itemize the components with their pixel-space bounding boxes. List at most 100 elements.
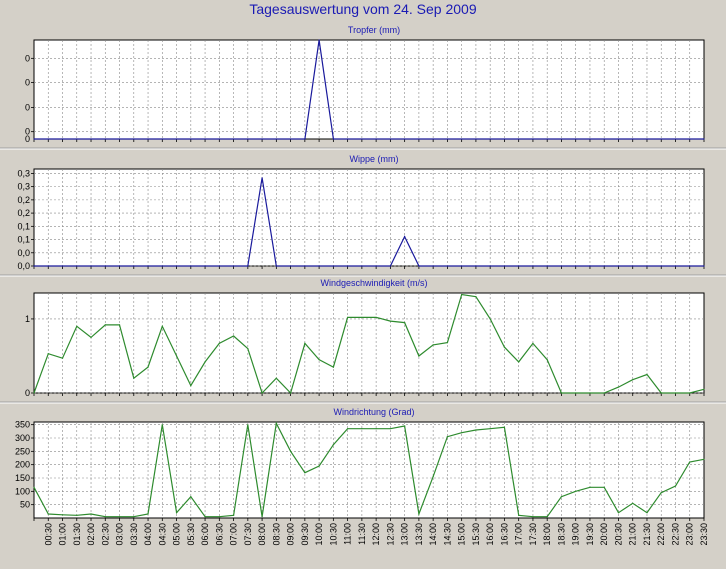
data-point bbox=[703, 265, 705, 267]
data-point bbox=[247, 424, 249, 426]
data-point bbox=[404, 425, 406, 427]
data-point bbox=[404, 236, 406, 238]
x-tick-label: 12:00 bbox=[371, 523, 381, 546]
chart-title: Windrichtung (Grad) bbox=[333, 407, 414, 417]
page-title: Tagesauswertung vom 24. Sep 2009 bbox=[249, 1, 476, 17]
data-point bbox=[375, 428, 377, 430]
data-point bbox=[175, 355, 178, 357]
x-tick-label: 00:30 bbox=[43, 523, 53, 546]
x-tick-label: 18:00 bbox=[542, 523, 552, 546]
data-point bbox=[133, 516, 135, 518]
data-point bbox=[446, 342, 449, 344]
x-tick-label: 11:30 bbox=[357, 523, 367, 545]
y-tick-label: 50 bbox=[20, 500, 30, 510]
x-tick-label: 21:30 bbox=[642, 523, 652, 546]
data-point bbox=[232, 514, 235, 516]
data-point bbox=[489, 428, 491, 430]
data-point bbox=[104, 516, 106, 518]
x-tick-label: 17:30 bbox=[528, 523, 538, 546]
data-point bbox=[347, 316, 349, 319]
y-tick-label: 350 bbox=[15, 420, 30, 430]
x-tick-label: 20:00 bbox=[599, 523, 609, 546]
y-tick-label: 0,1 bbox=[17, 221, 30, 231]
x-tick-label: 04:00 bbox=[143, 523, 153, 546]
data-point bbox=[261, 516, 263, 518]
data-point bbox=[375, 316, 377, 319]
y-tick-label: 0,3 bbox=[17, 168, 30, 178]
data-point bbox=[261, 392, 263, 394]
data-point bbox=[546, 516, 548, 518]
x-tick-label: 07:30 bbox=[243, 523, 253, 546]
data-point bbox=[175, 512, 178, 514]
series-line-1 bbox=[34, 177, 704, 267]
data-point bbox=[489, 318, 491, 320]
y-tick-label: 0,0 bbox=[17, 261, 30, 271]
x-tick-label: 09:30 bbox=[300, 523, 310, 546]
data-point bbox=[218, 342, 220, 344]
series-line-1 bbox=[33, 293, 705, 395]
data-point bbox=[703, 388, 705, 390]
data-point bbox=[289, 450, 292, 452]
x-tick-label: 14:00 bbox=[428, 523, 438, 546]
data-point bbox=[703, 138, 705, 140]
chart-panel-2: Wippe (mm) 0,0 0,0 0,1 0,1 0,2 0,2 0,3 0,3 bbox=[17, 154, 705, 271]
data-point bbox=[275, 377, 277, 379]
data-point bbox=[617, 386, 620, 388]
data-point bbox=[603, 486, 605, 488]
data-point bbox=[589, 392, 591, 394]
y-tick-label: 200 bbox=[15, 460, 30, 470]
data-point bbox=[560, 496, 563, 498]
y-tick-label: 0 bbox=[25, 78, 30, 88]
plot-area bbox=[33, 39, 705, 140]
data-point bbox=[133, 377, 135, 379]
data-point bbox=[289, 392, 292, 394]
data-point bbox=[118, 324, 121, 326]
chart-title: Windgeschwindigkeit (m/s) bbox=[320, 278, 427, 288]
data-point bbox=[332, 444, 334, 446]
data-point bbox=[147, 513, 149, 515]
y-tick-label: 150 bbox=[15, 473, 30, 483]
x-tick-label: 07:00 bbox=[229, 523, 239, 546]
x-tick-label: 14:30 bbox=[442, 523, 452, 546]
y-tick-label: 0 bbox=[25, 388, 30, 398]
y-tick-label: 0,0 bbox=[17, 248, 30, 258]
x-tick-label: 06:30 bbox=[214, 523, 224, 546]
data-point bbox=[61, 514, 64, 516]
data-point bbox=[432, 344, 434, 346]
data-point bbox=[204, 516, 206, 518]
plot-area bbox=[33, 292, 705, 394]
data-point bbox=[347, 428, 349, 430]
data-point bbox=[418, 265, 420, 267]
y-tick-label: 300 bbox=[15, 433, 30, 443]
data-point bbox=[261, 177, 263, 179]
series-line-1 bbox=[33, 421, 705, 518]
data-point bbox=[546, 359, 548, 361]
data-point bbox=[446, 436, 449, 438]
data-point bbox=[61, 357, 64, 359]
data-point bbox=[33, 265, 35, 267]
data-point bbox=[318, 465, 320, 467]
x-tick-label: 17:00 bbox=[514, 523, 524, 546]
data-point bbox=[190, 496, 192, 498]
x-tick-label: 22:00 bbox=[656, 523, 666, 546]
chart-panel-4: Windrichtung (Grad) 50 100 150 200 250 300 350 bbox=[15, 407, 705, 521]
x-tick-label: 09:00 bbox=[286, 523, 296, 546]
data-point bbox=[389, 428, 391, 430]
chart-title: Wippe (mm) bbox=[350, 154, 399, 164]
y-tick-label: 1 bbox=[25, 314, 30, 324]
data-point bbox=[47, 513, 49, 515]
data-point bbox=[104, 324, 106, 326]
y-tick-label: 0,2 bbox=[17, 195, 30, 205]
data-point bbox=[204, 361, 206, 363]
y-tick-label: 0,2 bbox=[17, 208, 30, 218]
data-point bbox=[389, 265, 391, 267]
x-tick-label: 22:30 bbox=[670, 523, 680, 546]
data-point bbox=[304, 138, 306, 140]
y-tick-label: 0 bbox=[25, 102, 30, 112]
x-tick-label: 08:30 bbox=[271, 523, 281, 546]
data-point bbox=[532, 342, 534, 344]
x-tick-label: 10:00 bbox=[314, 523, 324, 546]
data-point bbox=[660, 492, 662, 494]
